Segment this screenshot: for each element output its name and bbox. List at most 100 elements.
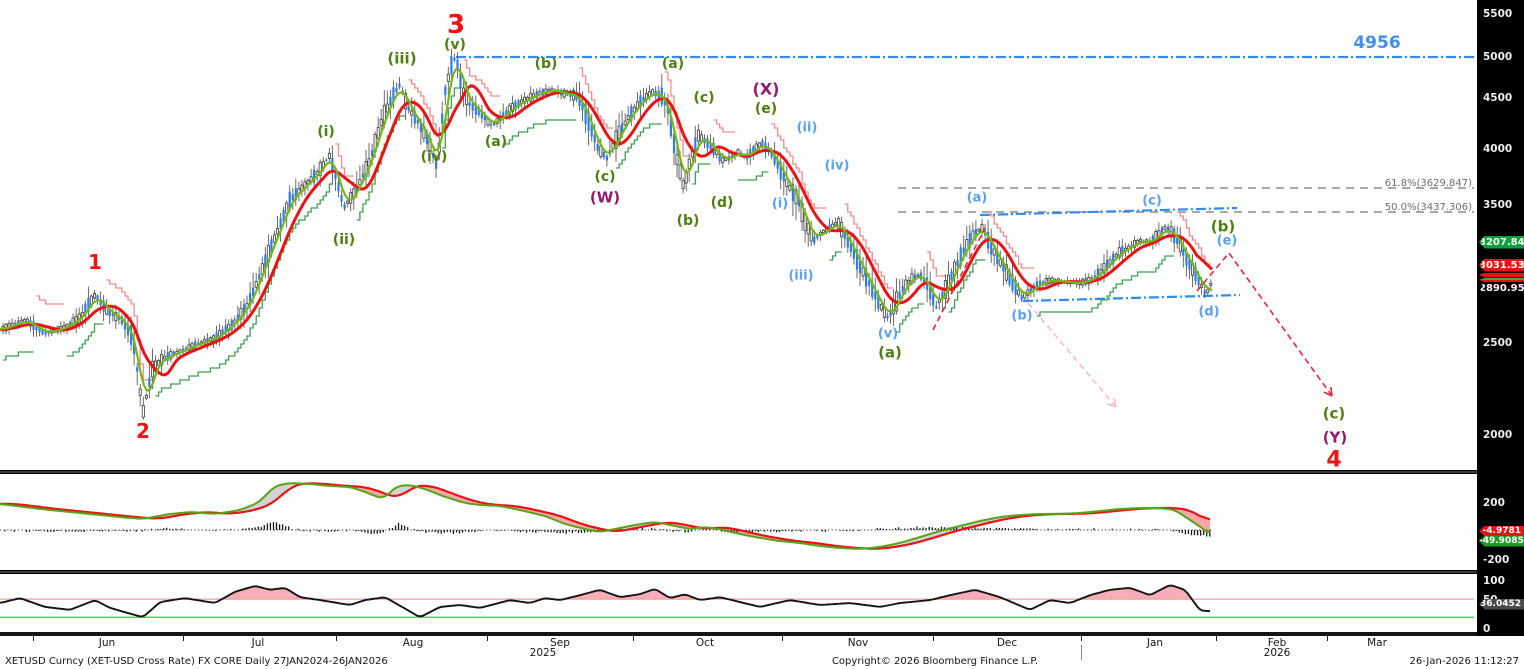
year-label: 2025 — [529, 647, 557, 659]
wave-label: (ii) — [797, 121, 818, 136]
price-value-label: 2890.955 — [1479, 281, 1524, 295]
panel-separator[interactable] — [0, 570, 1477, 574]
price-tick: 2000 — [1483, 429, 1513, 441]
month-label: Sep — [550, 637, 570, 649]
wave-label: (c) — [693, 90, 714, 106]
oscillator-tick: 0 — [1483, 623, 1491, 635]
month-boundary-tick — [336, 636, 337, 641]
month-boundary-tick — [33, 636, 34, 641]
month-boundary-tick — [1327, 636, 1328, 641]
price-value-label — [1479, 278, 1524, 282]
chart-title: XETUSD Curncy (XET-USD Cross Rate) FX CO… — [5, 656, 388, 667]
month-boundary-tick — [782, 636, 783, 641]
wave-label: (iii) — [788, 269, 813, 284]
price-tick: 5500 — [1483, 8, 1513, 20]
wave-label: (i) — [772, 197, 788, 212]
month-boundary-tick — [183, 636, 184, 641]
price-tick: 5000 — [1483, 51, 1513, 63]
wave-label: (v) — [444, 37, 466, 53]
blue-trend-levels — [456, 55, 1474, 303]
price-axis[interactable]: 5500500045004000350025002000200-20010050… — [1477, 0, 1524, 636]
oscillator-panel[interactable] — [0, 574, 1477, 632]
wave-label: (ii) — [333, 232, 355, 248]
wave-label: (a) — [878, 343, 902, 361]
wave-label: 2 — [136, 419, 150, 443]
price-value-label: -49.9085 — [1479, 535, 1524, 547]
price-tick: 4500 — [1483, 92, 1513, 104]
price-value-label: -4.9781 — [1479, 525, 1524, 537]
macd-tick: 200 — [1483, 497, 1505, 509]
candlesticks — [1, 48, 1213, 420]
wave-label: (d) — [1198, 305, 1219, 320]
timestamp: 26-Jan-2026 11:12:27 — [1409, 656, 1519, 667]
green-ma-line — [0, 67, 1213, 392]
fib-label: 61.8%(3629.847) — [1385, 178, 1472, 189]
month-boundary-tick — [1081, 636, 1082, 641]
wave-label: (i) — [317, 124, 335, 140]
macd-line — [0, 482, 1211, 550]
month-boundary-tick — [633, 636, 634, 641]
fib-levels: 61.8%(3629.847) 50.0%(3437.306) — [898, 178, 1474, 213]
wave-label: (iv) — [421, 149, 448, 165]
wave-label: (c) — [1142, 194, 1162, 209]
wave-label: (a) — [662, 56, 684, 72]
price-value-label: 36.0452 — [1479, 598, 1524, 610]
month-label: Mar — [1367, 637, 1387, 649]
fib-label: 50.0%(3437.306) — [1385, 202, 1472, 213]
wave-label: (c) — [1323, 404, 1346, 422]
copyright-text: Copyright© 2026 Bloomberg Finance L.P. — [831, 656, 1039, 667]
month-label: Jul — [251, 637, 265, 649]
wave-label: (W) — [590, 188, 620, 206]
price-value-label: 3207.848 — [1479, 235, 1524, 249]
main-price-chart[interactable]: 61.8%(3629.847) 50.0%(3437.306) 1 2 3 4 (i) (ii… — [0, 0, 1477, 470]
oscillator-tick: 100 — [1483, 575, 1505, 587]
macd-panel[interactable] — [0, 474, 1477, 570]
month-label: Aug — [402, 637, 424, 649]
wave-label: (e) — [755, 101, 777, 117]
stop-step-lines — [3, 59, 1211, 397]
wave-label: (Y) — [1323, 428, 1348, 446]
month-label: Dec — [996, 637, 1018, 649]
wave-label: (iv) — [825, 159, 850, 174]
wave-label: 1 — [88, 250, 102, 274]
price-tick: 4000 — [1483, 143, 1513, 155]
wave-label: (v) — [878, 327, 898, 342]
month-boundary-tick — [1216, 636, 1217, 641]
wave-label: 3 — [447, 10, 465, 40]
price-tick: 3500 — [1483, 199, 1513, 211]
wave-label: (b) — [1011, 309, 1032, 324]
wave-label: 4 — [1326, 448, 1341, 470]
month-boundary-tick — [487, 636, 488, 641]
wave-label: (a) — [485, 134, 507, 150]
oscillator-line — [0, 584, 1211, 618]
price-value-label — [1479, 272, 1524, 278]
panel-separator[interactable] — [0, 470, 1477, 474]
price-value-label: 3031.531 — [1479, 258, 1524, 272]
wave-label: (X) — [753, 80, 780, 99]
wave-label: (e) — [1217, 234, 1238, 249]
month-boundary-tick — [933, 636, 934, 641]
wave-label: (b) — [677, 213, 700, 229]
projection-arrows — [932, 227, 1333, 408]
date-axis-band — [0, 632, 1524, 636]
price-tick: 2500 — [1483, 337, 1513, 349]
month-label: Oct — [695, 637, 715, 649]
month-label: Nov — [847, 637, 869, 649]
year-label: 2026 — [1263, 647, 1291, 659]
wave-label: (c) — [594, 169, 615, 185]
macd-signal-line — [0, 482, 1211, 550]
wave-label: (d) — [711, 195, 734, 211]
year-divider — [1081, 645, 1082, 660]
macd-tick: -200 — [1483, 554, 1510, 566]
wave-label: (b) — [535, 56, 558, 72]
month-label: Feb — [1267, 637, 1287, 649]
month-label: Jan — [1146, 637, 1164, 649]
wave-label: (a) — [967, 191, 988, 206]
wave-label: 4956 — [1353, 33, 1400, 53]
wave-label: (iii) — [387, 49, 416, 67]
month-label: Jun — [98, 637, 116, 649]
red-ma-line — [0, 84, 1214, 377]
wave-label: (b) — [1211, 217, 1235, 235]
